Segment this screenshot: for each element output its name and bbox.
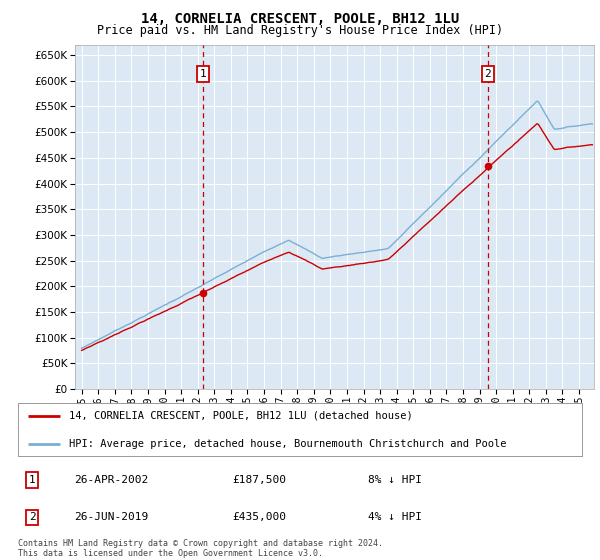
Text: 14, CORNELIA CRESCENT, POOLE, BH12 1LU: 14, CORNELIA CRESCENT, POOLE, BH12 1LU [141,12,459,26]
Text: 1: 1 [200,69,206,79]
Text: 14, CORNELIA CRESCENT, POOLE, BH12 1LU (detached house): 14, CORNELIA CRESCENT, POOLE, BH12 1LU (… [69,411,413,421]
Text: 1: 1 [29,475,35,485]
Text: 8% ↓ HPI: 8% ↓ HPI [368,475,422,485]
Text: Contains HM Land Registry data © Crown copyright and database right 2024.
This d: Contains HM Land Registry data © Crown c… [18,539,383,558]
Text: HPI: Average price, detached house, Bournemouth Christchurch and Poole: HPI: Average price, detached house, Bour… [69,438,506,449]
Text: £187,500: £187,500 [232,475,286,485]
Text: 2: 2 [484,69,491,79]
Text: 26-JUN-2019: 26-JUN-2019 [74,512,149,522]
Text: 2: 2 [29,512,35,522]
Text: 4% ↓ HPI: 4% ↓ HPI [368,512,422,522]
Text: 26-APR-2002: 26-APR-2002 [74,475,149,485]
Text: £435,000: £435,000 [232,512,286,522]
Text: Price paid vs. HM Land Registry's House Price Index (HPI): Price paid vs. HM Land Registry's House … [97,24,503,36]
